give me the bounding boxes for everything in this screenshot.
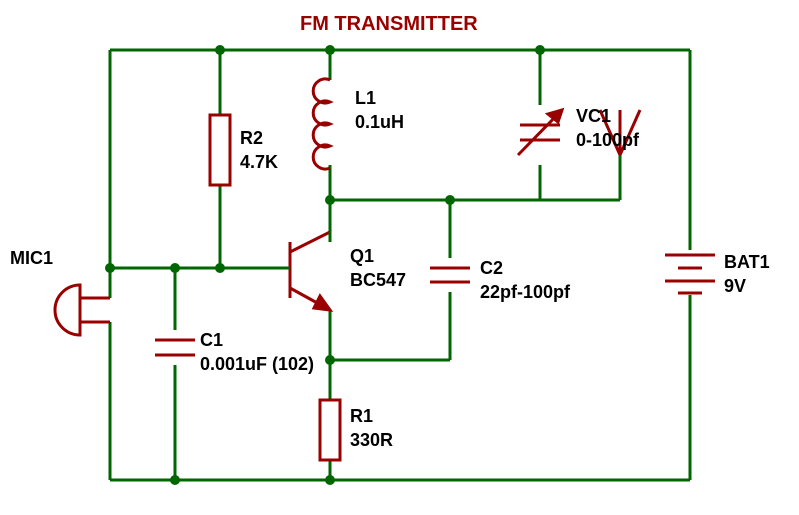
- q1-value: BC547: [350, 270, 406, 292]
- bat-ref: BAT1: [724, 252, 770, 274]
- circuit-canvas: FM TRANSMITTER MIC1 R2 4.7K L1 0.1uH VC1…: [0, 0, 799, 515]
- c2-ref: C2: [480, 258, 503, 280]
- r2-symbol: [210, 115, 230, 185]
- r1-ref: R1: [350, 406, 373, 428]
- mic-ref: MIC1: [10, 248, 53, 270]
- c1-symbol: [155, 340, 195, 355]
- c2-symbol: [430, 268, 470, 282]
- q1-symbol: [285, 232, 330, 310]
- l1-value: 0.1uH: [355, 112, 404, 134]
- q1-ref: Q1: [350, 246, 374, 268]
- vc1-symbol: [518, 110, 562, 155]
- r1-symbol: [320, 400, 340, 460]
- r2-ref: R2: [240, 128, 263, 150]
- l1-ref: L1: [355, 88, 376, 110]
- r1-value: 330R: [350, 430, 393, 452]
- r2-value: 4.7K: [240, 152, 278, 174]
- battery-symbol: [665, 255, 715, 293]
- schematic-title: FM TRANSMITTER: [300, 12, 478, 36]
- bat-value: 9V: [724, 276, 746, 298]
- vc1-ref: VC1: [576, 106, 611, 128]
- c1-ref: C1: [200, 330, 223, 352]
- mic-symbol: [55, 285, 110, 335]
- c1-value: 0.001uF (102): [200, 354, 314, 376]
- schematic-svg: [0, 0, 799, 515]
- c2-value: 22pf-100pf: [480, 282, 570, 304]
- l1-symbol: [313, 79, 330, 169]
- vc1-value: 0-100pf: [576, 130, 639, 152]
